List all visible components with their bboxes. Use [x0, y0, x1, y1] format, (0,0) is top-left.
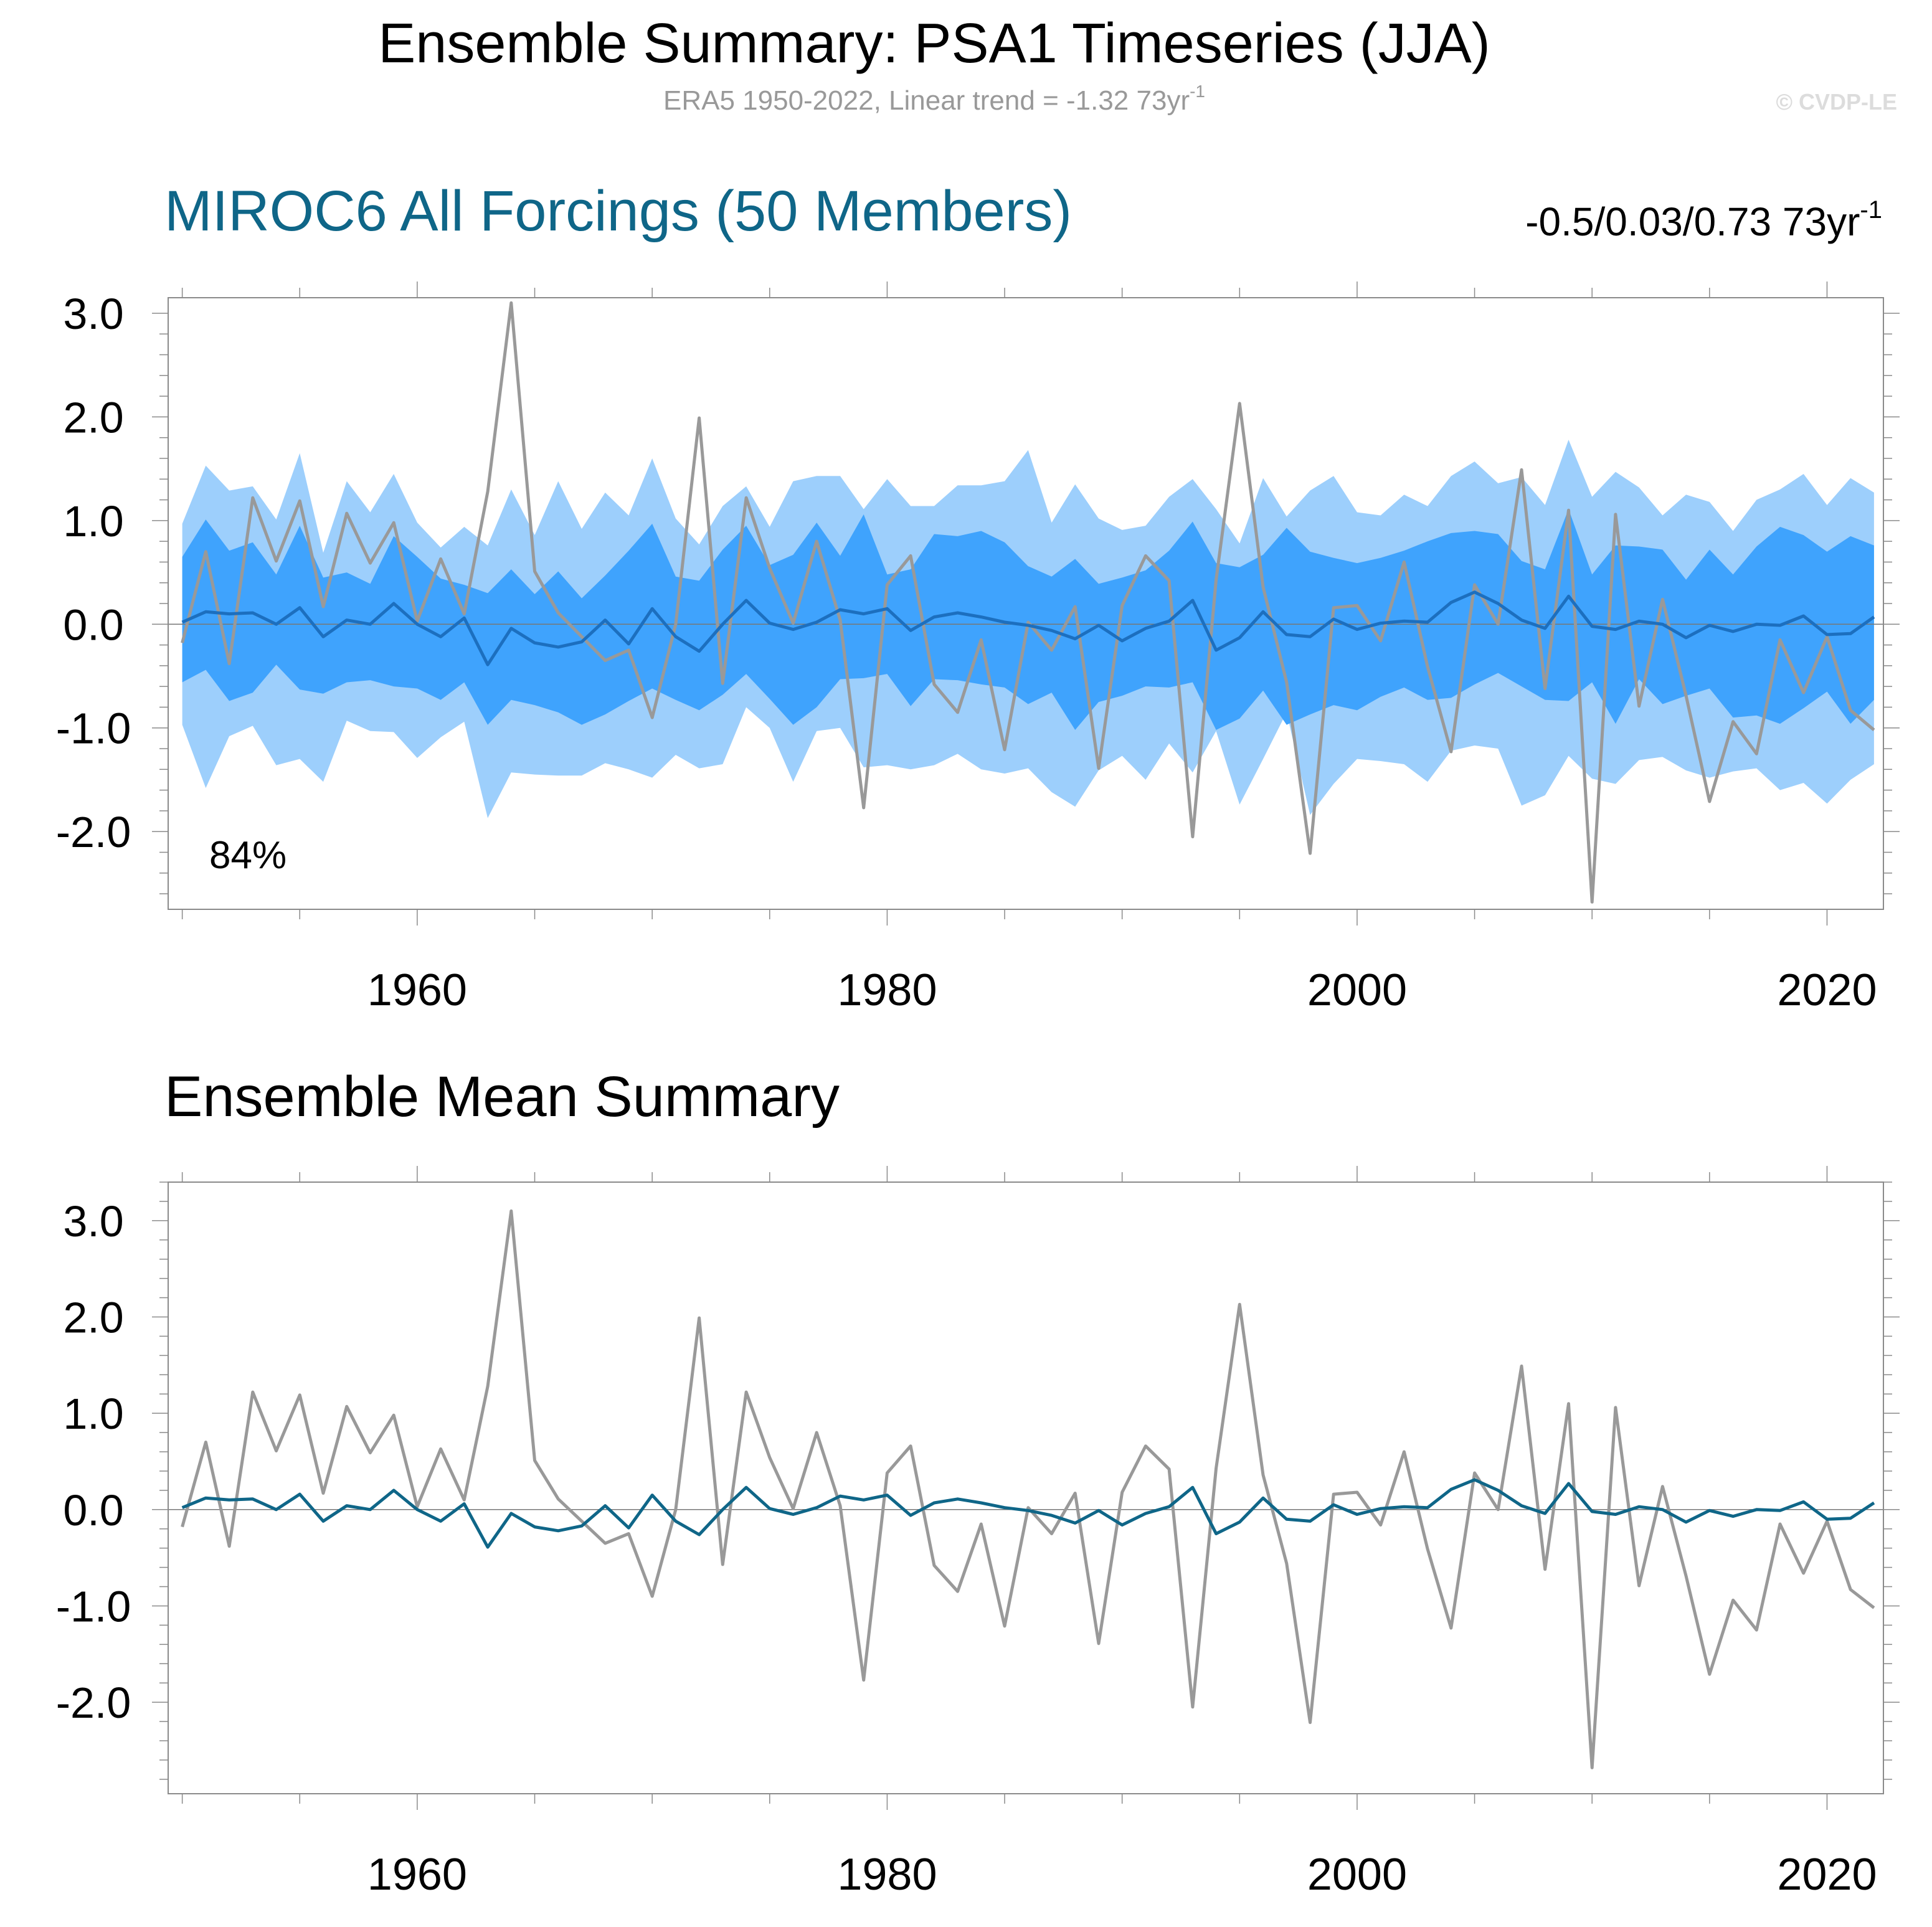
panel1-series-era5-line [181, 1209, 1875, 1769]
panel-bottom: Ensemble Mean Summary -2.0 -1.0 0.0 1.0 2.0 3… [56, 1065, 1900, 1900]
panel1-y-tick-label: 0.0 [63, 1486, 123, 1535]
panel-bottom-title: Ensemble Mean Summary [164, 1065, 840, 1129]
panel0-y-tick-label: 3.0 [63, 290, 123, 338]
percentile-annotation: 84% [209, 834, 286, 877]
panel0-x-tick-label: 2020 [1777, 965, 1877, 1015]
panel0-series-ensemble-mean-line [181, 590, 1875, 666]
panel-bottom-plot-area: -2.0 -1.0 0.0 1.0 2.0 3.0 1960 1980 2000 2020 [56, 1166, 1900, 1900]
panel0-x-tick-label: 2000 [1307, 965, 1407, 1015]
ensemble-inner-percentile-band [182, 509, 1874, 731]
subtitle-superscript: -1 [1190, 82, 1205, 101]
panel1-y-tick-label: 1.0 [63, 1390, 123, 1438]
panel1-y-tick-label: 3.0 [63, 1197, 123, 1246]
panel-top-title: MIROC6 All Forcings (50 Members) [164, 179, 1072, 243]
panel-top-trend-range: -0.5/0.03/0.73 73yr-1 [1525, 196, 1882, 244]
panel1-y-tick-label: -2.0 [56, 1678, 131, 1727]
panel-top: MIROC6 All Forcings (50 Members) -0.5/0.… [56, 179, 1900, 1015]
panel1-plot-frame [168, 1181, 1884, 1794]
panel0-series-era5-line [181, 301, 1875, 904]
panel0-x-tick-label: 1980 [837, 965, 937, 1015]
panel0-y-tick-label: 1.0 [63, 497, 123, 546]
figure-subtitle: ERA5 1950-2022, Linear trend = -1.32 73y… [663, 82, 1205, 116]
subtitle-text: ERA5 1950-2022, Linear trend = -1.32 73y… [663, 85, 1190, 116]
copyright-label: © CVDP-LE [1776, 89, 1897, 115]
panel1-x-tick-label: 1960 [367, 1850, 467, 1900]
trend-range-superscript: -1 [1860, 196, 1882, 224]
panel1-y-tick-label: 2.0 [63, 1294, 123, 1342]
panel0-y-tick-label: 2.0 [63, 393, 123, 442]
panel0-y-tick-label: -1.0 [56, 704, 131, 753]
panel1-x-tick-label: 2000 [1307, 1850, 1407, 1900]
panel0-y-tick-label: -2.0 [56, 808, 131, 856]
panel1-x-tick-label: 1980 [837, 1850, 937, 1900]
panel-top-plot-area: -2.0 -1.0 0.0 1.0 2.0 3.0 1960 1980 2000 2020 [56, 282, 1900, 1015]
panel1-y-tick-label: -1.0 [56, 1582, 131, 1631]
trend-range-text: -0.5/0.03/0.73 73yr [1525, 199, 1860, 244]
figure-title: Ensemble Summary: PSA1 Timeseries (JJA) [378, 12, 1490, 75]
panel1-x-tick-label: 2020 [1777, 1850, 1877, 1900]
panel1-series-ensemble-mean-line [181, 1478, 1875, 1549]
panel0-y-tick-label: 0.0 [63, 600, 123, 649]
panel0-x-tick-label: 1960 [367, 965, 467, 1015]
